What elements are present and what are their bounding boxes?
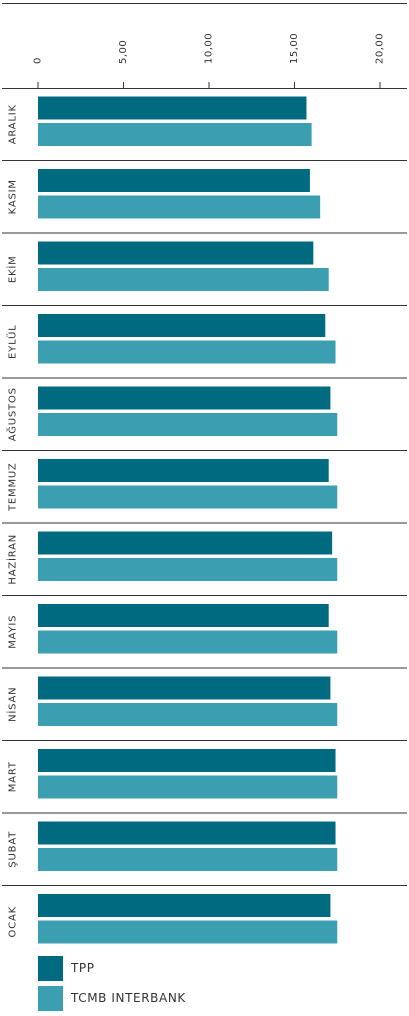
legend-swatch-tcmb-interbank (38, 985, 63, 1011)
x-tick-label: 0 (33, 57, 44, 64)
category-label: HAZİRAN (6, 534, 19, 585)
bar-tcmb-interbank (38, 485, 338, 509)
bar-tpp (38, 749, 336, 772)
bar-tpp (38, 459, 329, 482)
category-label: KASIM (8, 179, 19, 214)
bar-tcmb-interbank (38, 268, 329, 291)
category-label: AĞUSTOS (6, 387, 19, 441)
bar-tcmb-interbank (38, 920, 338, 944)
legend-item-tpp: TPP (38, 955, 186, 981)
bar-tpp (38, 821, 336, 845)
legend-item-tcmb-interbank: TCMB INTERBANK (38, 985, 186, 1011)
bar-tcmb-interbank (38, 340, 336, 364)
bar-tpp (38, 314, 326, 337)
category-label: EYLÜL (6, 325, 19, 359)
category-label: EKİM (6, 255, 19, 283)
category-label: NİSAN (6, 687, 19, 722)
x-tick-label: 20,00 (375, 33, 386, 64)
bar-tpp (38, 169, 310, 192)
category-label: ŞUBAT (8, 831, 19, 868)
category-label: OCAK (8, 906, 19, 937)
bar-tpp (38, 676, 331, 700)
bar-tcmb-interbank (38, 413, 338, 436)
bar-tcmb-interbank (38, 775, 338, 799)
bar-tpp (38, 386, 331, 410)
bar-chart: 0 5,00 10,00 15,00 20,00 ARALIK KASIM EKİM EYLÜL… (2, 3, 407, 944)
category-label: ARALIK (8, 104, 19, 144)
legend-swatch-tpp (38, 955, 63, 981)
x-tick-label: 10,00 (204, 33, 215, 64)
bar-tcmb-interbank (38, 195, 321, 219)
category-label: MAYIS (8, 615, 19, 649)
bar-tpp (38, 894, 331, 917)
bar-tcmb-interbank (38, 630, 338, 654)
bar-tcmb-interbank (38, 123, 312, 146)
bar-tpp (38, 531, 333, 555)
legend-label-tpp: TPP (71, 961, 95, 975)
category-label: MART (8, 761, 19, 792)
x-tick-label: 15,00 (289, 33, 300, 64)
bar-tcmb-interbank (38, 848, 338, 871)
bar-tpp (38, 96, 307, 120)
legend-label-tcmb-interbank: TCMB INTERBANK (71, 991, 186, 1005)
x-tick-label: 5,00 (118, 40, 129, 64)
legend: TPP TCMB INTERBANK (38, 955, 186, 1016)
bar-tcmb-interbank (38, 703, 338, 726)
category-label: TEMMUZ (8, 463, 19, 512)
bar-tpp (38, 241, 314, 265)
bar-tpp (38, 604, 329, 627)
bar-tcmb-interbank (38, 558, 338, 581)
